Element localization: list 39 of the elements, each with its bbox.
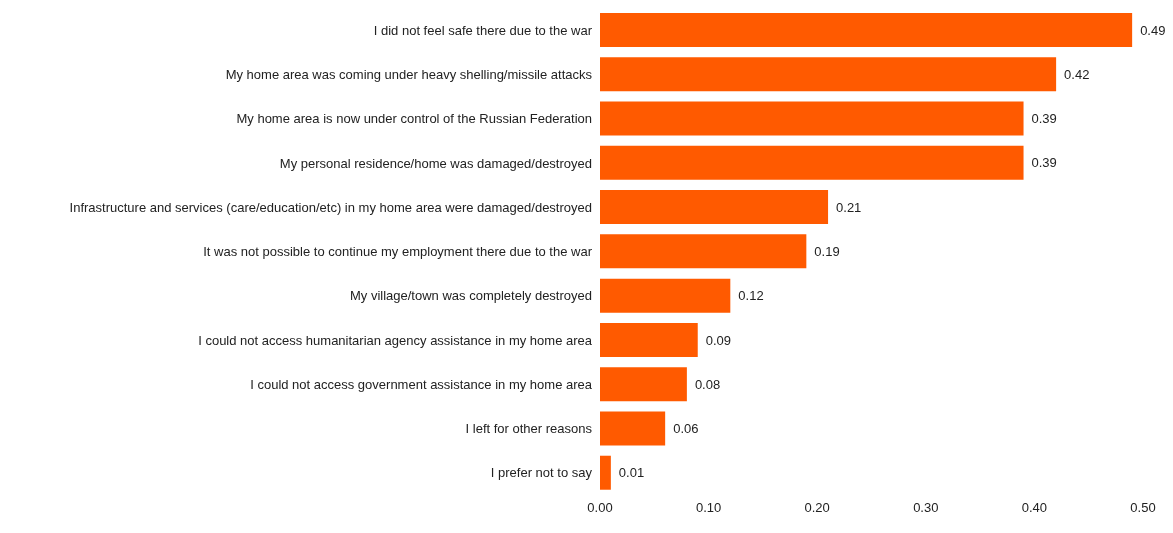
data-label: 0.12 [738,288,764,304]
x-tick-label: 0.30 [913,500,939,516]
y-tick-label: It was not possible to continue my employment there due to the war [203,244,593,260]
bar [600,145,1024,180]
data-label: 0.49 [1140,22,1166,38]
y-tick-label: My home area was coming under heavy shelling/missile attacks [225,67,593,83]
bar [600,322,698,357]
y-tick-label: Infrastructure and services (care/education/etc) in my home area were damaged/destroyed [69,199,592,215]
bar [600,278,731,313]
bar [600,411,666,446]
y-tick-label: I could not access humanitarian agency assistance in my home area [198,332,593,348]
bar [600,190,829,225]
y-tick-label: My personal residence/home was damaged/destroyed [279,155,592,171]
y-tick-label: I left for other reasons [465,421,593,437]
data-label: 0.39 [1031,111,1057,127]
data-label: 0.39 [1031,155,1057,171]
x-tick-label: 0.10 [695,500,722,516]
bar [600,101,1024,136]
x-tick-label: 0.50 [1130,500,1156,516]
x-tick-label: 0.00 [587,500,613,516]
y-tick-label: I could not access government assistance in my home area [250,376,593,392]
bar [600,455,611,490]
data-label: 0.42 [1064,66,1090,82]
bar [600,234,807,269]
data-label: 0.09 [705,332,732,348]
bar [600,57,1057,92]
bar [600,367,687,402]
x-tick-label: 0.40 [1021,500,1048,516]
bar [600,13,1133,47]
y-tick-label: I prefer not to say [490,465,593,481]
data-label: 0.06 [673,421,699,437]
data-label: 0.08 [694,376,721,392]
y-tick-label: My village/town was completely destroyed [349,288,592,304]
data-label: 0.21 [836,199,862,215]
data-label: 0.01 [618,465,645,481]
y-tick-label: My home area is now under control of the Russian Federation [236,111,592,127]
x-tick-label: 0.20 [804,500,830,516]
y-tick-label: I did not feel safe there due to the war [373,22,593,38]
data-label: 0.19 [814,243,840,259]
